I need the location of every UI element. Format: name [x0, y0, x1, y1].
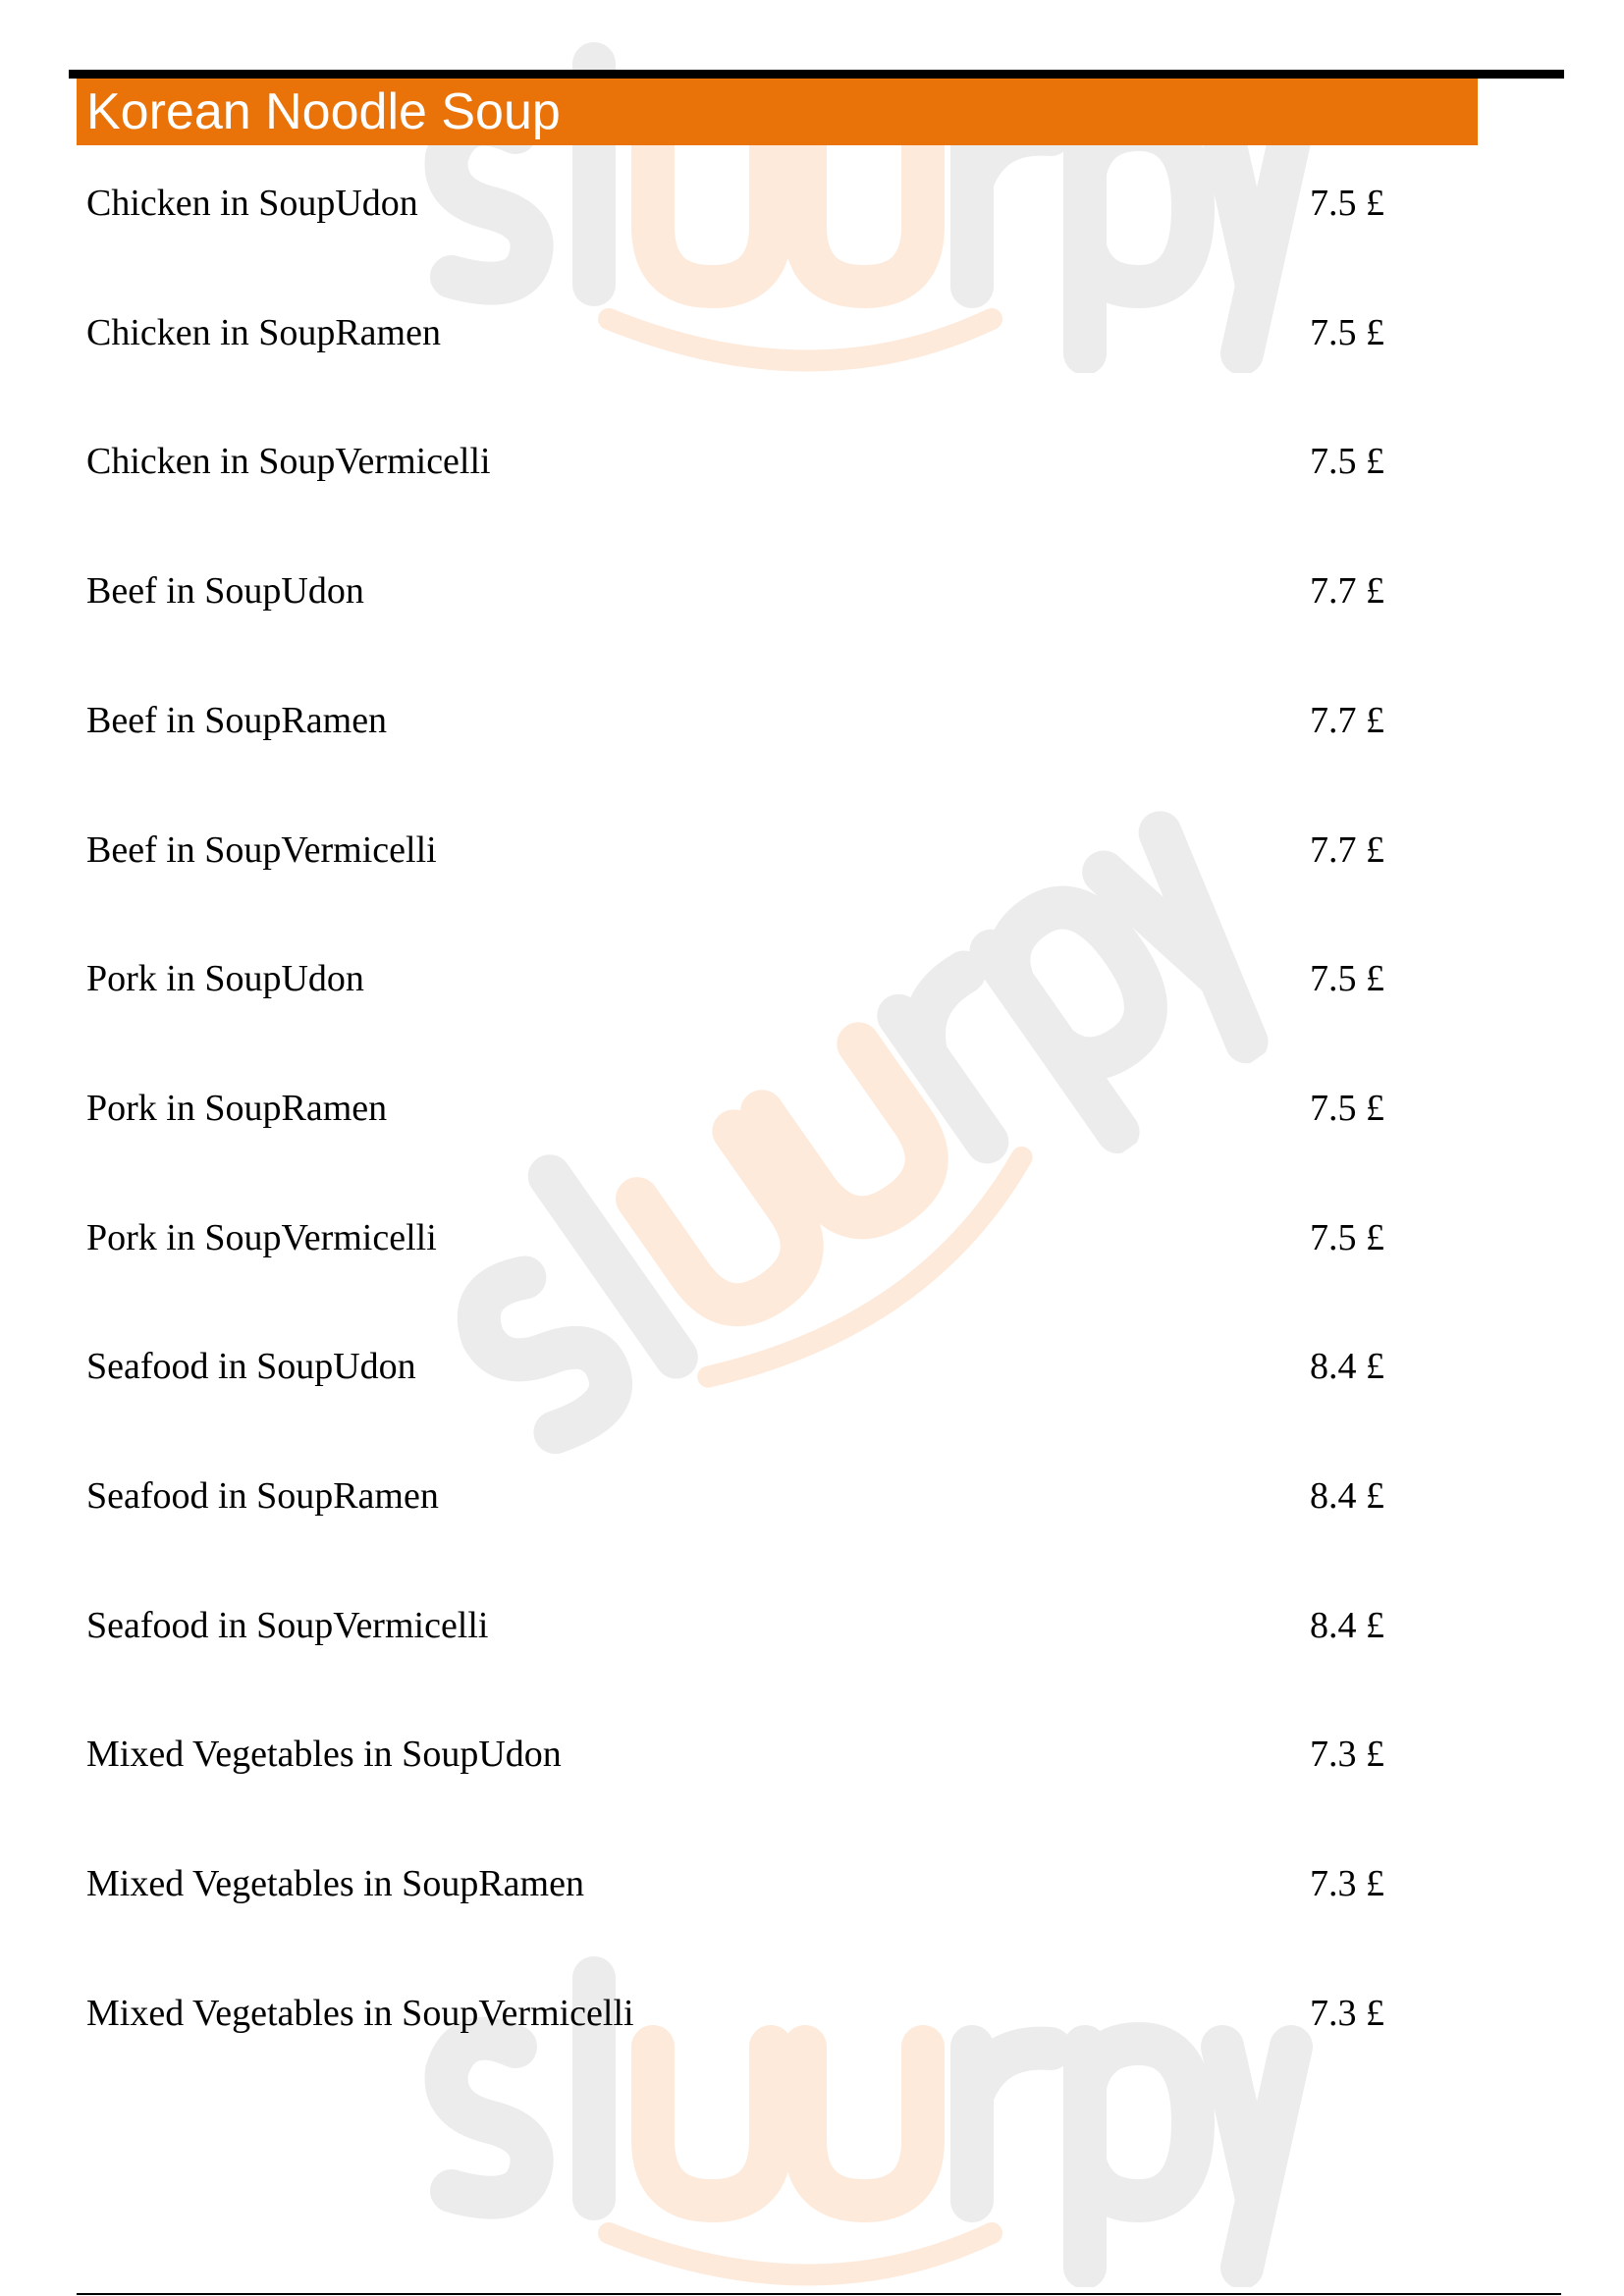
menu-item-price: 7.5 £	[1310, 1216, 1384, 1258]
menu-item-name: Seafood in SoupRamen	[86, 1475, 439, 1517]
menu-item-price: 7.7 £	[1310, 699, 1384, 741]
top-divider	[69, 70, 1564, 79]
menu-item-name: Seafood in SoupUdon	[86, 1346, 416, 1388]
menu-item-name: Beef in SoupUdon	[86, 570, 364, 613]
menu-item: Pork in SoupRamen 7.5 £	[0, 1087, 1624, 1216]
menu-item: Beef in SoupVermicelli 7.7 £	[0, 828, 1624, 958]
menu-item-name: Chicken in SoupVermicelli	[86, 441, 491, 483]
menu-item: Pork in SoupVermicelli 7.5 £	[0, 1216, 1624, 1346]
menu-item: Seafood in SoupUdon 8.4 £	[0, 1345, 1624, 1474]
section-header: Korean Noodle Soup	[77, 79, 1478, 145]
menu-item-price: 7.3 £	[1310, 1734, 1384, 1776]
menu-item: Mixed Vegetables in SoupVermicelli 7.3 £	[0, 1992, 1624, 2121]
menu-item: Pork in SoupUdon 7.5 £	[0, 957, 1624, 1087]
menu-item-name: Mixed Vegetables in SoupVermicelli	[86, 1992, 634, 2034]
menu-item-price: 7.3 £	[1310, 1992, 1384, 2034]
menu-item-price: 7.5 £	[1310, 958, 1384, 1000]
menu-item-price: 7.7 £	[1310, 570, 1384, 613]
menu-item-name: Beef in SoupRamen	[86, 699, 388, 741]
menu-item-name: Pork in SoupRamen	[86, 1087, 388, 1129]
menu-item-price: 7.5 £	[1310, 441, 1384, 483]
menu-item-price: 7.7 £	[1310, 828, 1384, 871]
menu-item-name: Pork in SoupUdon	[86, 958, 364, 1000]
menu-item-price: 7.5 £	[1310, 183, 1384, 224]
menu-item-name: Mixed Vegetables in SoupUdon	[86, 1734, 562, 1776]
menu-item: Seafood in SoupVermicelli 8.4 £	[0, 1604, 1624, 1734]
menu-item-name: Chicken in SoupRamen	[86, 311, 441, 353]
menu-item-price: 8.4 £	[1310, 1346, 1384, 1388]
menu-item-name: Mixed Vegetables in SoupRamen	[86, 1863, 584, 1905]
section-title: Korean Noodle Soup	[86, 83, 561, 140]
menu-item: Chicken in SoupRamen 7.5 £	[0, 311, 1624, 441]
menu-item: Beef in SoupUdon 7.7 £	[0, 569, 1624, 699]
menu-item-price: 8.4 £	[1310, 1604, 1384, 1646]
bottom-divider	[77, 2293, 1561, 2295]
menu-item: Seafood in SoupRamen 8.4 £	[0, 1474, 1624, 1604]
menu-item: Beef in SoupRamen 7.7 £	[0, 699, 1624, 828]
menu-item-price: 7.5 £	[1310, 1087, 1384, 1129]
menu-item-price: 7.3 £	[1310, 1863, 1384, 1905]
menu-item: Chicken in SoupVermicelli 7.5 £	[0, 440, 1624, 569]
menu-item-price: 7.5 £	[1310, 311, 1384, 353]
menu-item-price: 8.4 £	[1310, 1475, 1384, 1517]
menu-item-name: Chicken in SoupUdon	[86, 183, 418, 224]
menu-item-name: Seafood in SoupVermicelli	[86, 1604, 489, 1646]
menu-item: Mixed Vegetables in SoupUdon 7.3 £	[0, 1733, 1624, 1862]
menu-item: Mixed Vegetables in SoupRamen 7.3 £	[0, 1862, 1624, 1992]
menu-item-name: Beef in SoupVermicelli	[86, 828, 437, 871]
menu-item: Chicken in SoupUdon 7.5 £	[0, 182, 1624, 311]
menu-item-name: Pork in SoupVermicelli	[86, 1216, 437, 1258]
